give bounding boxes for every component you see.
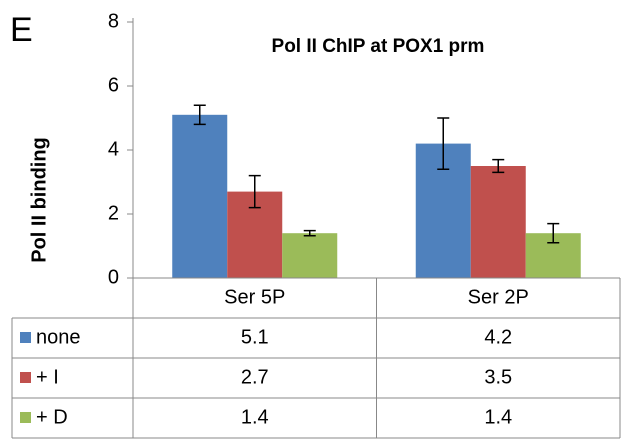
- legend-swatch: [20, 412, 31, 423]
- table-value: 1.4: [241, 406, 269, 428]
- x-tick-label: Ser 5P: [224, 286, 285, 308]
- error-bar: [193, 104, 206, 126]
- chart-title: Pol II ChIP at POX1 prm: [272, 36, 485, 57]
- table-value: 1.4: [484, 406, 512, 428]
- y-tick-label: 8: [108, 10, 119, 32]
- error-bar: [437, 117, 450, 170]
- y-tick-label: 4: [108, 138, 119, 160]
- error-bar: [547, 222, 560, 244]
- y-tick-label: 0: [108, 266, 119, 288]
- table-value: 5.1: [241, 326, 269, 348]
- error-bar: [248, 174, 261, 209]
- legend-label: none: [36, 326, 81, 348]
- panel-label: E: [10, 11, 33, 49]
- x-tick-label: Ser 2P: [468, 286, 529, 308]
- legend-swatch: [20, 372, 31, 383]
- bar: [470, 166, 526, 278]
- error-bar: [492, 158, 505, 174]
- error-bar: [303, 229, 316, 237]
- y-tick-label: 2: [108, 202, 119, 224]
- table-value: 4.2: [484, 326, 512, 348]
- legend-swatch: [20, 332, 31, 343]
- table-value: 2.7: [241, 366, 269, 388]
- legend-label: + D: [36, 406, 68, 428]
- bar: [172, 114, 228, 278]
- legend-label: + I: [36, 366, 59, 388]
- table-value: 3.5: [484, 366, 512, 388]
- y-axis-label: Pol II binding: [28, 137, 50, 263]
- y-tick-label: 6: [108, 74, 119, 96]
- bar: [282, 233, 338, 278]
